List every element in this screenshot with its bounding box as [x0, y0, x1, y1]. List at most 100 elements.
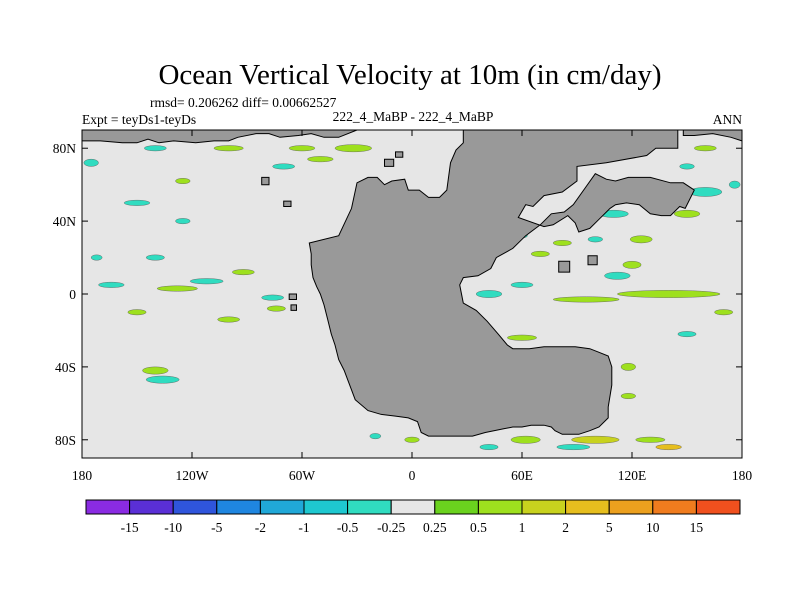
anomaly-patch — [604, 271, 631, 280]
colorbar-label: -1 — [298, 520, 309, 535]
anomaly-patch — [475, 290, 503, 298]
x-tick-label: 60E — [511, 468, 533, 483]
colorbar-swatch — [521, 499, 567, 515]
anomaly-patch — [673, 209, 701, 218]
colorbar-swatch — [172, 499, 218, 515]
colorbar-swatch — [434, 499, 479, 515]
anomaly-patch — [530, 250, 550, 257]
colorbar-swatch — [477, 499, 523, 515]
colorbar-swatch — [259, 499, 305, 515]
anomaly-patch — [677, 331, 697, 338]
land-islet-g — [384, 158, 395, 167]
colorbar: -15 -10 -5 -2 -1 -0.5 -0.25 0.25 0.5 1 2 5 10 15 — [85, 499, 741, 535]
x-tick-label: 120W — [176, 468, 209, 483]
colorbar-swatch — [608, 499, 654, 515]
land-arctic-strip-west — [81, 129, 358, 144]
anomaly-patch — [587, 236, 603, 243]
case-label: 222_4_MaBP - 222_4_MaBP — [333, 109, 494, 124]
land-islet-h — [395, 151, 404, 158]
land-islet-c — [288, 293, 297, 300]
anomaly-patch — [479, 444, 499, 451]
anomaly-patch — [620, 393, 636, 399]
y-tick-label: 40S — [55, 360, 76, 375]
anomaly-patch — [655, 444, 682, 451]
anomaly-patch — [272, 163, 295, 170]
map-panel: 180 120W 60W 0 60E 120E 180 80N 40N 0 40S 80S — [53, 129, 752, 483]
land-islet-e — [558, 260, 571, 273]
anomaly-patch — [556, 444, 591, 451]
x-tick-label: 0 — [409, 468, 416, 483]
anomaly-patch — [175, 178, 191, 184]
colorbar-swatch — [652, 499, 697, 515]
anomaly-patch — [145, 375, 180, 384]
colorbar-label: 5 — [606, 520, 613, 535]
y-tick-label: 80S — [55, 433, 76, 448]
anomaly-patch — [232, 269, 255, 276]
land-supercontinent — [308, 129, 695, 437]
colorbar-label: 0.25 — [423, 520, 447, 535]
anomaly-patch — [307, 156, 334, 163]
anomaly-patch — [83, 158, 99, 167]
y-tick-label: 40N — [53, 214, 77, 229]
land-islet-f — [587, 255, 598, 266]
anomaly-patch — [507, 334, 537, 341]
anomaly-patch — [334, 144, 372, 153]
anomaly-patch — [144, 145, 167, 152]
anomaly-patch — [635, 436, 666, 443]
map-axes: 180 120W 60W 0 60E 120E 180 80N 40N 0 40S 80S — [53, 130, 752, 483]
colorbar-label: 15 — [690, 520, 704, 535]
anomaly-patch — [142, 366, 169, 375]
colorbar-swatch — [390, 499, 436, 515]
colorbar-label: -0.25 — [377, 520, 405, 535]
y-tick-label: 0 — [69, 287, 76, 302]
colorbar-label: -15 — [121, 520, 139, 535]
colorbar-label: 10 — [646, 520, 660, 535]
anomaly-patch — [213, 145, 244, 152]
x-tick-label: 60W — [289, 468, 316, 483]
land-layer — [81, 129, 743, 437]
colorbar-label: -0.5 — [337, 520, 359, 535]
y-tick-label: 80N — [53, 141, 77, 156]
anomaly-patch — [266, 305, 286, 312]
colorbar-label: -2 — [255, 520, 266, 535]
anomaly-patch — [728, 180, 741, 189]
anomaly-patch — [189, 278, 224, 285]
anomaly-patch — [552, 240, 572, 246]
x-tick-label: 120E — [618, 468, 647, 483]
anomaly-patch — [714, 309, 734, 316]
anomaly-patch — [571, 435, 620, 444]
anomaly-patch — [620, 363, 636, 371]
anomaly-patch — [98, 281, 125, 288]
anomaly-patch — [90, 254, 103, 261]
season-label: ANN — [713, 112, 742, 127]
anomaly-patch — [510, 435, 541, 444]
anomaly-patch — [175, 218, 191, 225]
colorbar-swatch — [85, 499, 131, 515]
colorbar-swatch — [695, 499, 741, 515]
land-islet-a — [283, 200, 292, 207]
anomaly-patch — [217, 316, 240, 323]
stats-label: rmsd= 0.206262 diff= 0.00662527 — [150, 95, 337, 110]
colorbar-label: 2 — [562, 520, 569, 535]
colorbar-swatch — [216, 499, 261, 515]
anomaly-patch — [510, 281, 534, 288]
anomaly-patch — [288, 145, 316, 152]
land-islet-b — [261, 176, 270, 186]
anomaly-patch — [404, 436, 420, 443]
colorbar-swatch — [347, 499, 392, 515]
experiment-label: Expt = teyDs1-teyDs — [82, 112, 196, 127]
anomaly-patch — [156, 285, 198, 292]
anomaly-patch — [629, 235, 653, 244]
colorbar-label: 0.5 — [470, 520, 487, 535]
anomaly-patch — [369, 433, 382, 440]
colorbar-swatch — [303, 499, 349, 515]
anomaly-patch — [552, 296, 620, 303]
anomaly-patch — [622, 261, 642, 269]
land-islet-d — [290, 304, 297, 311]
chart-title: Ocean Vertical Velocity at 10m (in cm/da… — [158, 59, 661, 91]
anomaly-patch — [127, 309, 147, 316]
x-tick-label: 180 — [72, 468, 93, 483]
anomaly-patch — [617, 290, 721, 298]
anomaly-patch — [679, 163, 695, 170]
colorbar-swatch — [129, 499, 174, 515]
